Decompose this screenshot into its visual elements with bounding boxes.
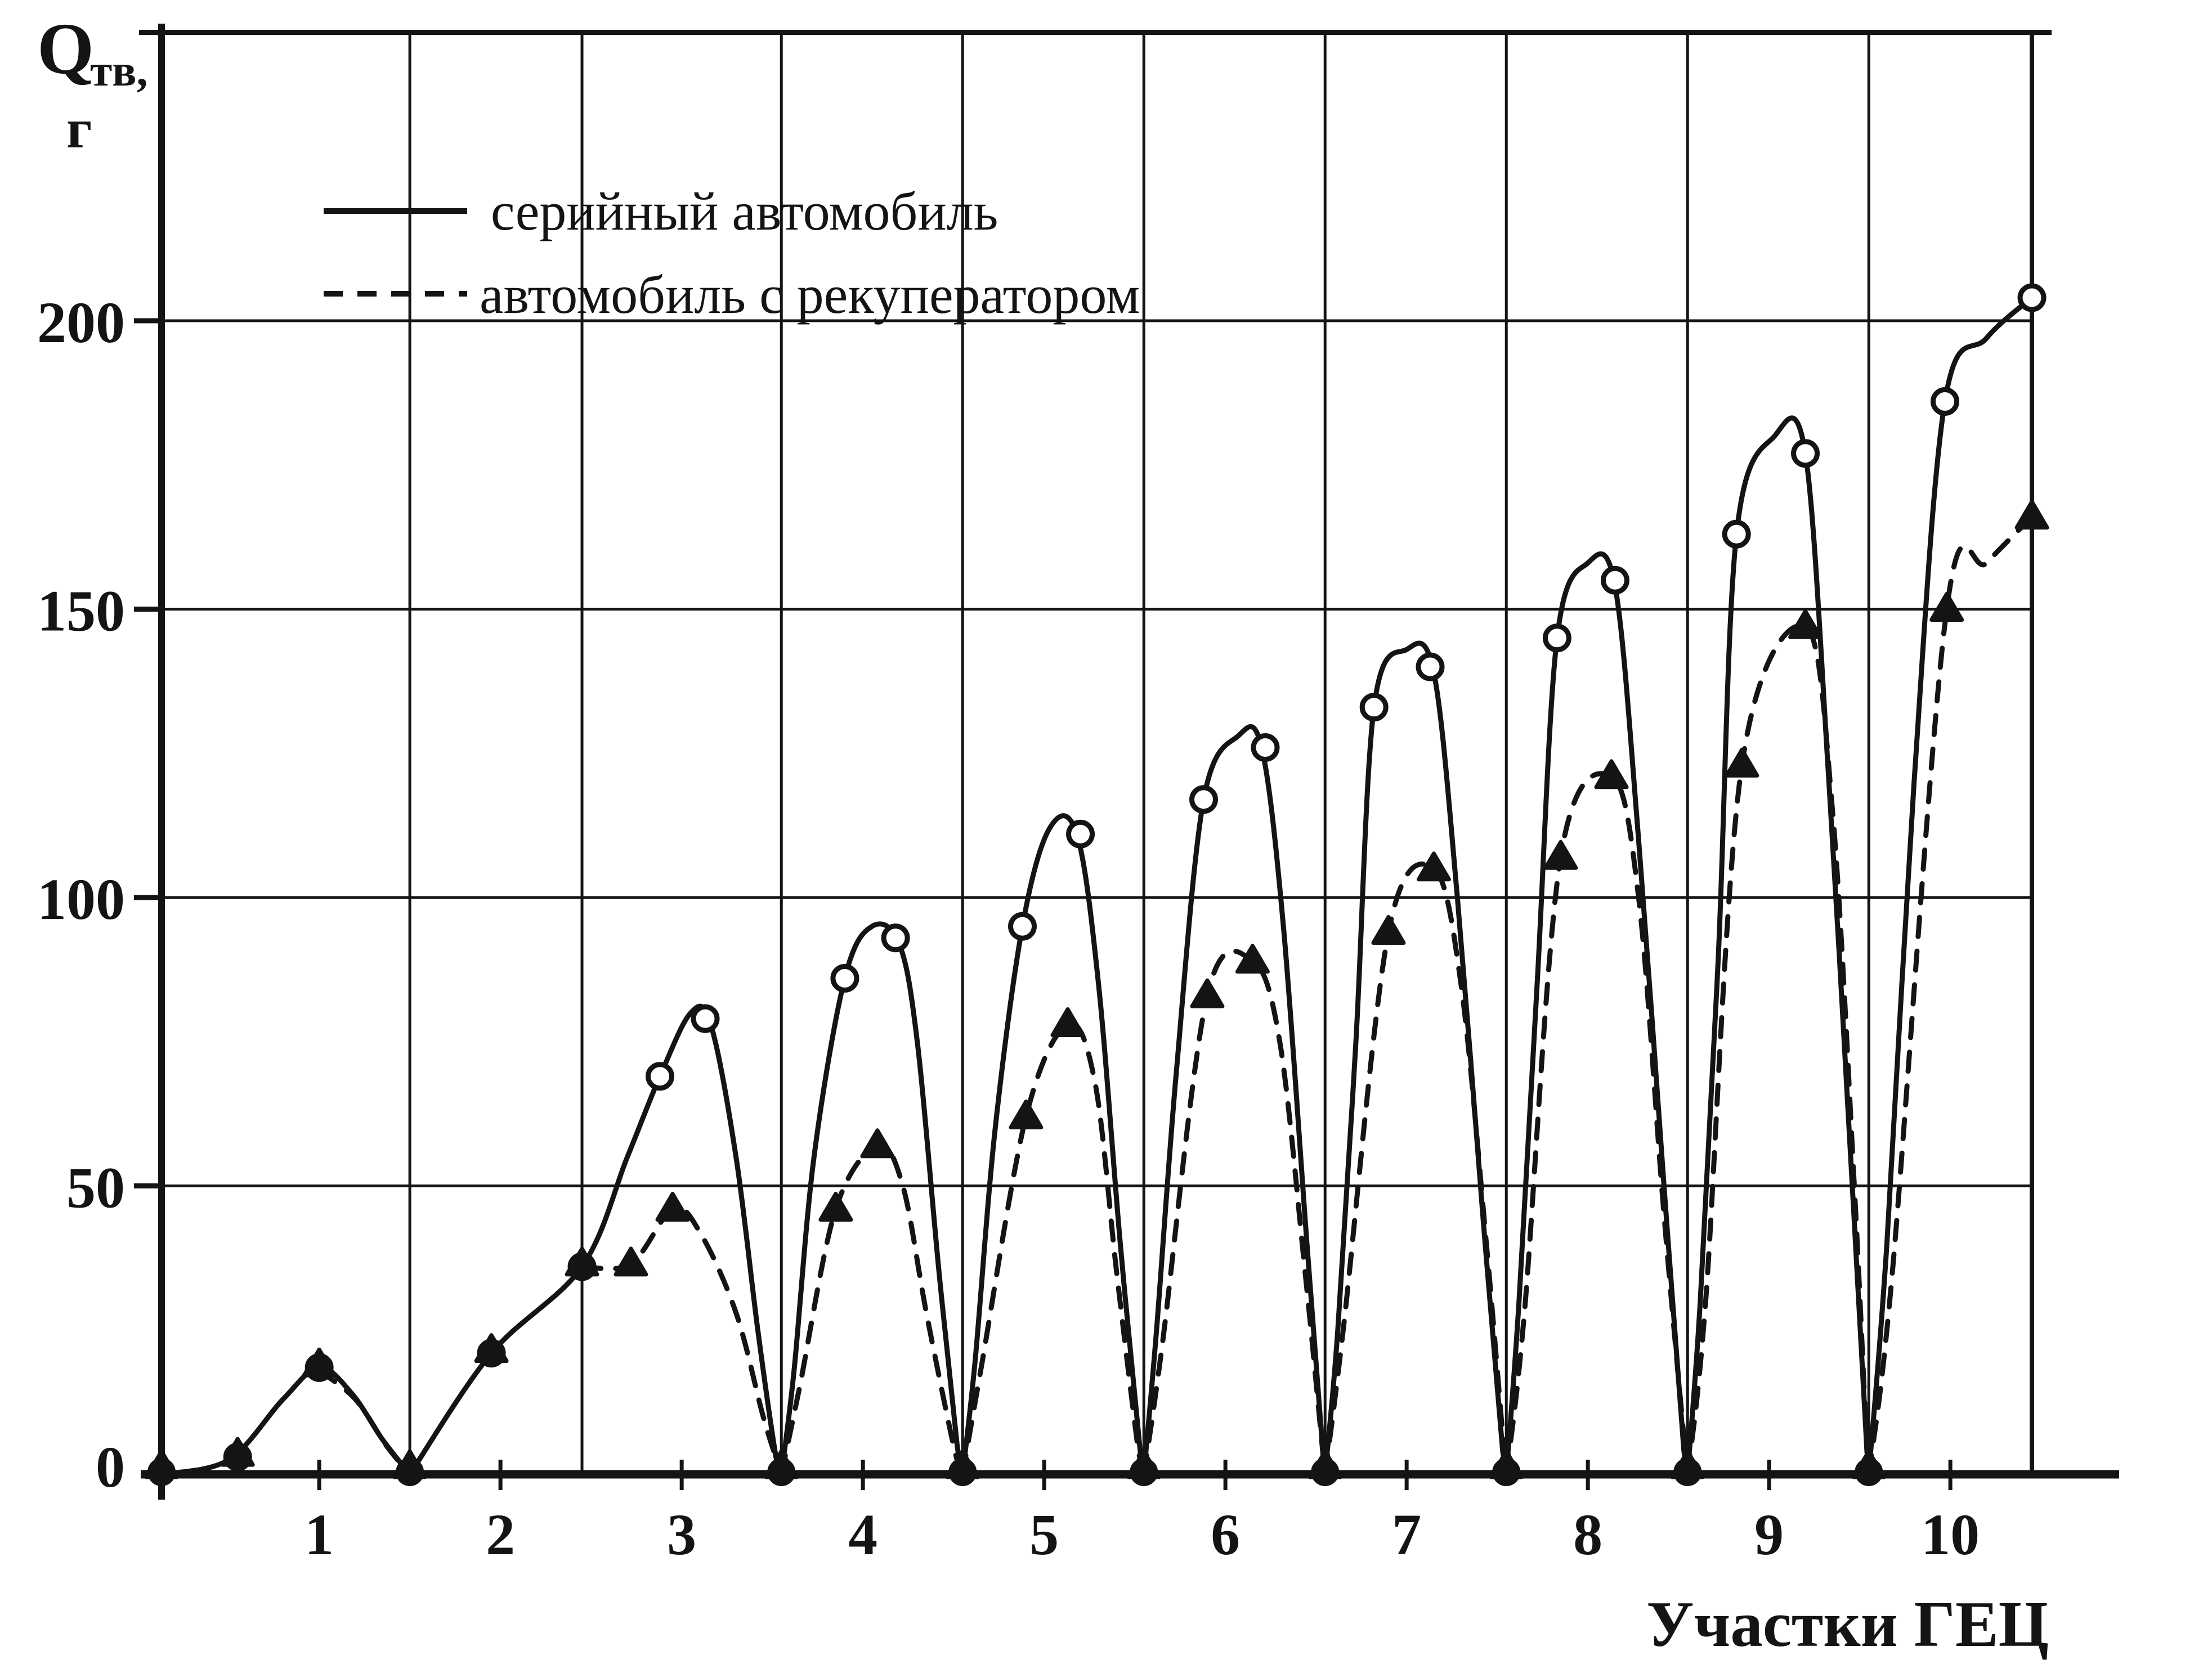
series-curve-dashed [1685,623,1871,1477]
data-point-circle [881,923,910,953]
data-point-triangle [2014,500,2049,530]
data-point-circle [691,1004,720,1033]
y-tick-label-100: 100 [37,867,125,932]
zero-point-triangle [392,1449,427,1479]
x-tick-label-3: 3 [667,1502,696,1567]
zero-point-triangle [945,1449,980,1479]
data-point-triangle [614,1246,648,1277]
y-tick-label-150: 150 [37,579,125,644]
x-tick-label-2: 2 [486,1502,515,1567]
data-point-triangle [565,1246,599,1277]
series-curve-solid [778,921,965,1477]
data-point-circle [1930,387,1959,416]
y-tick-label-0: 0 [96,1435,125,1500]
data-point-triangle [1788,609,1823,639]
data-point-triangle [860,1128,895,1159]
series-curve-solid [1141,724,1328,1477]
series-curve-dashed [1503,771,1691,1477]
legend-label-recuperator-car: автомобиль с рекуператором [480,264,1140,325]
series-curve-dashed [960,1021,1147,1477]
legend: серийный автомобиль автомобиль с рекупер… [324,181,1140,325]
data-point-circle [1416,652,1445,681]
series-curve-dashed [1322,862,1510,1477]
y-tick-label-200: 200 [37,290,125,355]
data-point-triangle [302,1347,337,1378]
data-point-triangle [1929,592,1964,622]
x-axis-caption: Участки ГЕЦ [1646,1589,2049,1660]
x-tick-label-8: 8 [1573,1502,1602,1567]
data-point-circle [1008,912,1037,941]
data-point-triangle [1543,840,1578,870]
gridlines-layer [162,32,2032,1474]
data-point-circle [1359,693,1389,722]
zero-point-triangle [1670,1449,1705,1479]
x-tick-label-6: 6 [1211,1502,1240,1567]
tick-labels-layer: 0 50 100 150 200 1 2 3 4 5 6 7 8 9 10 [37,290,1980,1567]
zero-point-triangle [1851,1449,1886,1479]
y-axis-unit-gram: г [66,97,92,160]
series-curve-solid [1322,640,1509,1477]
data-point-circle [646,1062,674,1091]
zero-point-triangle [1308,1449,1342,1479]
data-point-circle [1189,785,1218,814]
series-layer [159,295,2035,1477]
data-point-circle [1600,566,1629,595]
data-point-triangle [818,1192,853,1222]
series-curve-solid [960,813,1147,1477]
series-curve-dashed [316,1368,413,1477]
zero-point-triangle [1489,1449,1524,1479]
data-point-triangle [1371,915,1406,945]
y-axis-unit-q: Q [37,8,94,89]
data-point-circle [830,964,859,993]
data-point-triangle [1235,944,1270,974]
zero-point-triangle [764,1449,799,1479]
series-curve-dashed [1141,948,1328,1477]
x-tick-label-1: 1 [305,1502,334,1567]
x-tick-label-10: 10 [1921,1502,1980,1567]
data-point-circle [2017,283,2047,312]
data-point-triangle [1009,1100,1044,1129]
data-point-triangle [1050,1007,1085,1037]
series-curve-dashed [579,1205,784,1477]
series-curve-solid [1503,551,1690,1477]
x-tick-label-4: 4 [848,1502,877,1567]
data-point-triangle [1190,978,1225,1008]
data-point-circle [1791,439,1820,468]
data-point-circle [1542,623,1571,653]
data-point-triangle [474,1333,509,1363]
axes-layer [134,24,2119,1500]
series-curve-solid [407,1003,784,1477]
series-curve-solid [1866,295,2035,1477]
x-tick-label-5: 5 [1029,1502,1059,1567]
series-curve-dashed [1866,514,2035,1477]
y-tick-label-50: 50 [66,1156,125,1221]
x-tick-label-9: 9 [1754,1502,1784,1567]
y-axis-unit-sub: тв, [90,46,148,96]
data-point-triangle [220,1437,255,1467]
data-point-triangle [1725,747,1759,778]
data-point-circle [1066,819,1095,849]
data-point-triangle [1594,759,1629,789]
legend-label-serial-car: серийный автомобиль [491,181,998,241]
zero-point-triangle [144,1449,179,1479]
x-tick-label-7: 7 [1392,1502,1421,1567]
data-point-circle [1251,733,1280,762]
markers-layer [144,283,2049,1486]
zero-point-triangle [1126,1449,1161,1479]
data-point-triangle [655,1192,690,1222]
data-point-triangle [1416,851,1451,882]
data-point-circle [1722,519,1751,549]
